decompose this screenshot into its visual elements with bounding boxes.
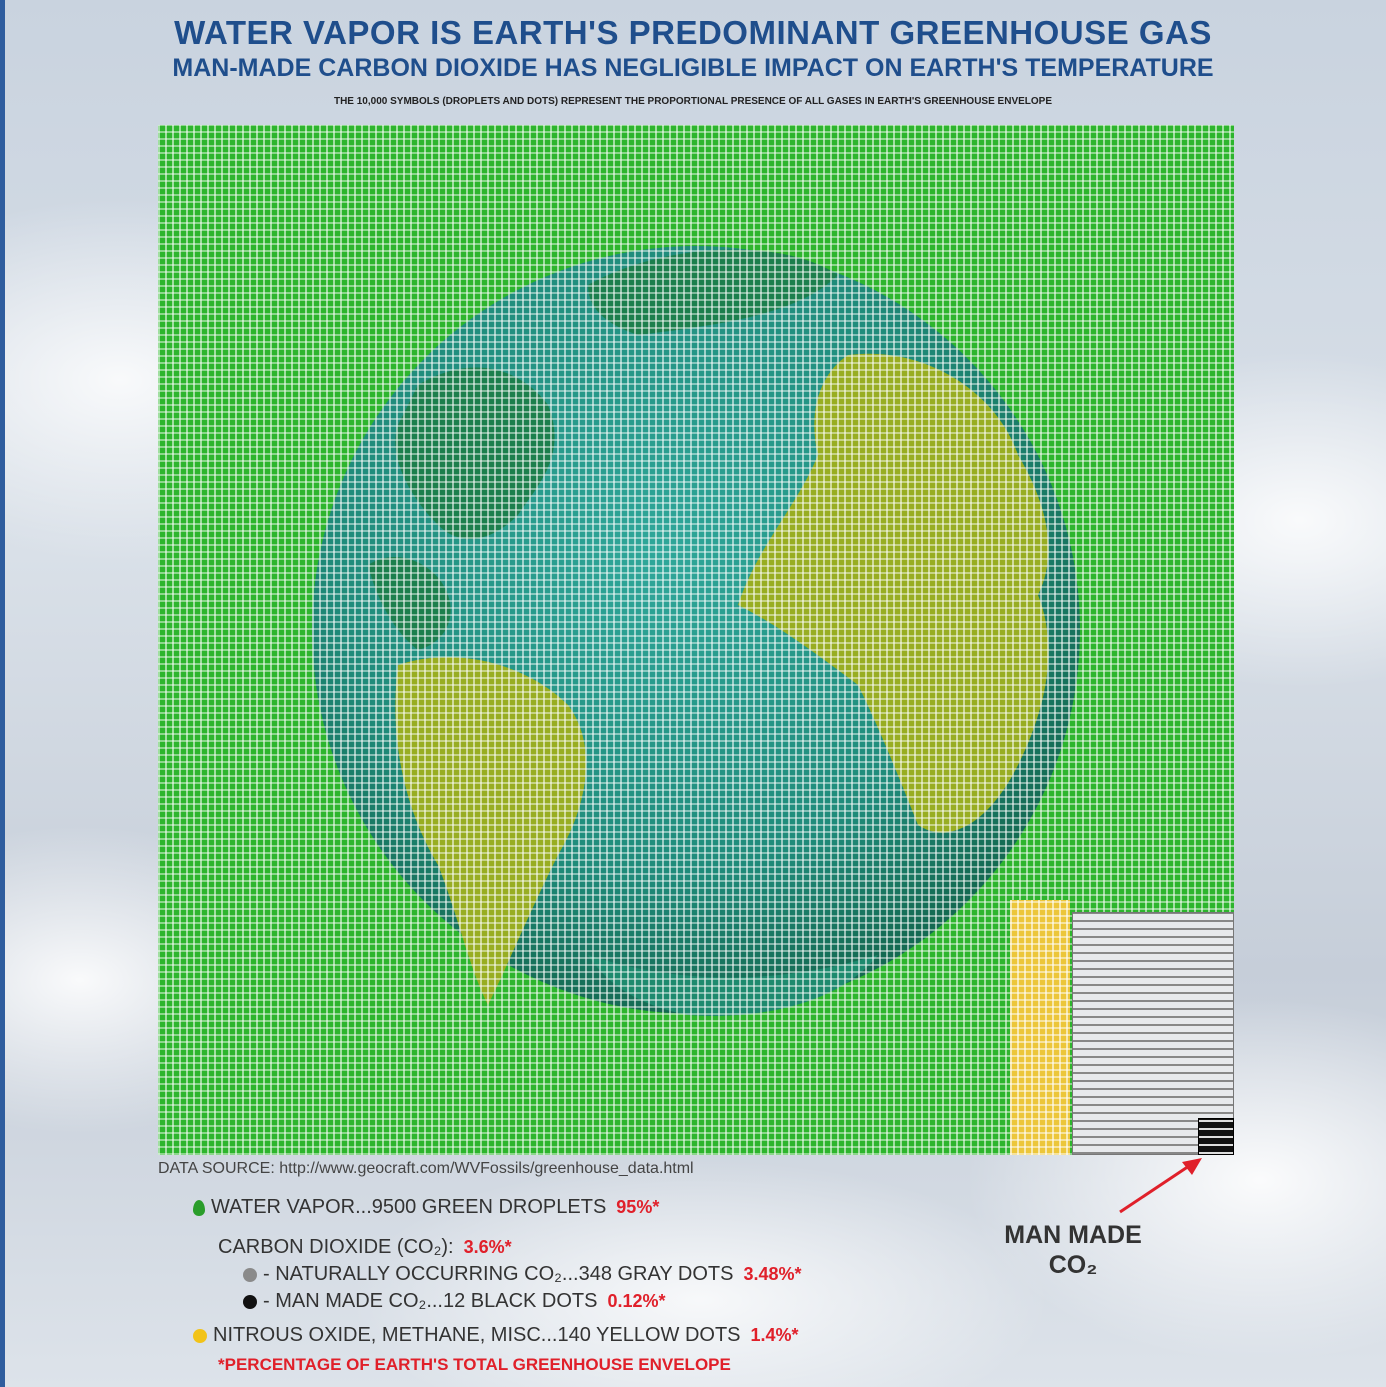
gray-dots-block [1072, 912, 1234, 1155]
yellow-dot-icon [193, 1328, 207, 1343]
legend-co2-natural: - NATURALLY OCCURRING CO₂...348 GRAY DOT… [243, 1263, 802, 1286]
legend-co2-natural-label: - NATURALLY OCCURRING CO₂...348 GRAY DOT… [263, 1263, 734, 1285]
page-subtitle: MAN-MADE CARBON DIOXIDE HAS NEGLIGIBLE I… [172, 54, 1214, 82]
legend-other-label: NITROUS OXIDE, METHANE, MISC...140 YELLO… [213, 1324, 741, 1346]
black-dots-block [1198, 1118, 1234, 1155]
page-title: WATER VAPOR IS EARTH'S PREDOMINANT GREEN… [174, 14, 1212, 51]
legend-co2-manmade: - MAN MADE CO₂...12 BLACK DOTS 0.12%* [243, 1290, 666, 1313]
data-source: DATA SOURCE: http://www.geocraft.com/WVF… [158, 1160, 694, 1177]
annotation-line2: CO₂ [1048, 1251, 1098, 1279]
legend-co2-manmade-pct: 0.12%* [607, 1291, 666, 1311]
red-arrow-icon [1119, 1158, 1202, 1214]
chart-caption: THE 10,000 SYMBOLS (DROPLETS AND DOTS) R… [333, 96, 1053, 107]
legend-water-label: WATER VAPOR...9500 GREEN DROPLETS [211, 1196, 607, 1218]
gray-dot-icon [243, 1267, 257, 1282]
legend-other: NITROUS OXIDE, METHANE, MISC...140 YELLO… [193, 1324, 799, 1347]
legend-water: WATER VAPOR...9500 GREEN DROPLETS 95%* [193, 1196, 659, 1219]
legend-co2-pct: 3.6%* [463, 1237, 512, 1257]
left-border [0, 0, 5, 1387]
man-made-co2-annotation: MAN MADE CO₂ [988, 1220, 1158, 1280]
legend-co2-manmade-label: - MAN MADE CO₂...12 BLACK DOTS [263, 1290, 598, 1312]
black-dot-icon [243, 1294, 257, 1309]
legend-water-pct: 95%* [616, 1197, 660, 1217]
legend-co2: CARBON DIOXIDE (CO₂): 3.6%* [218, 1236, 512, 1259]
legend-co2-natural-pct: 3.48%* [743, 1264, 802, 1284]
annotation-line1: MAN MADE [1004, 1221, 1142, 1249]
yellow-dots-block [1010, 900, 1070, 1155]
legend-other-pct: 1.4%* [750, 1325, 799, 1345]
green-droplet-icon [193, 1199, 205, 1216]
legend-co2-label: CARBON DIOXIDE (CO₂): [218, 1236, 454, 1258]
footnote: *PERCENTAGE OF EARTH'S TOTAL GREENHOUSE … [218, 1355, 731, 1374]
